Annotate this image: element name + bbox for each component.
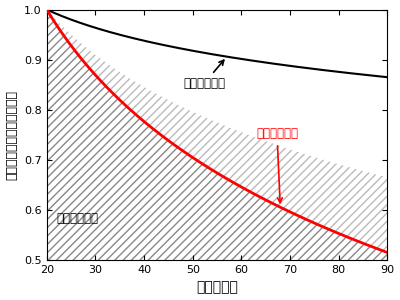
Text: 以前のモデル: 以前のモデル: [183, 60, 225, 90]
Y-axis label: 散乱光／熱放射（相対値）: 散乱光／熱放射（相対値）: [6, 90, 18, 180]
Text: 観測値の範囲: 観測値の範囲: [56, 212, 98, 226]
Text: 新たなモデル: 新たなモデル: [256, 127, 298, 202]
X-axis label: 銀緯（度）: 銀緯（度）: [196, 280, 238, 294]
